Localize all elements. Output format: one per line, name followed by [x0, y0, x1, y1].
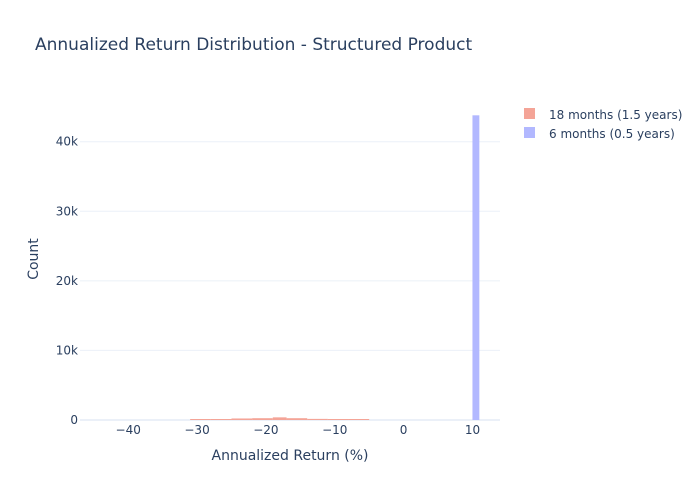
legend-swatch-18-months[interactable]: [524, 108, 535, 119]
bars-layer: [190, 115, 480, 420]
x-tick-label: −40: [116, 423, 141, 437]
y-ticks-layer: 0 10k 20k 30k 40k: [56, 135, 78, 427]
histogram-bar-6-months[interactable]: [472, 115, 480, 420]
y-tick-label: 20k: [56, 274, 78, 288]
x-axis-title: Annualized Return (%): [212, 448, 369, 464]
histogram-bar-18-months[interactable]: [348, 419, 370, 420]
y-tick-label: 40k: [56, 135, 78, 149]
legend-label-6-months[interactable]: 6 months (0.5 years): [549, 127, 675, 141]
legend-label-18-months[interactable]: 18 months (1.5 years): [549, 108, 682, 122]
histogram-bar-18-months[interactable]: [307, 418, 328, 420]
x-tick-label: 10: [465, 423, 480, 437]
histogram-bar-18-months[interactable]: [286, 418, 308, 420]
legend-swatch-6-months[interactable]: [524, 127, 535, 138]
chart-title: Annualized Return Distribution - Structu…: [35, 35, 472, 55]
y-tick-label: 30k: [56, 204, 78, 218]
x-tick-label: 0: [400, 423, 408, 437]
y-tick-label: 0: [70, 413, 78, 427]
x-tick-label: −10: [322, 423, 347, 437]
histogram-bar-18-months[interactable]: [231, 418, 253, 420]
x-ticks-layer: −40 −30 −20 −10 0 10: [116, 423, 481, 437]
histogram-bar-18-months[interactable]: [252, 418, 273, 420]
histogram-bar-18-months[interactable]: [272, 417, 287, 420]
x-tick-label: −20: [253, 423, 278, 437]
y-tick-label: 10k: [56, 343, 78, 357]
grid-layer: [80, 141, 500, 421]
histogram-bar-18-months[interactable]: [327, 419, 349, 420]
histogram-bar-18-months[interactable]: [210, 419, 232, 420]
histogram-bar-18-months[interactable]: [190, 419, 211, 420]
x-tick-label: −30: [184, 423, 209, 437]
y-axis-title: Count: [26, 238, 42, 280]
legend: 18 months (1.5 years) 6 months (0.5 year…: [524, 108, 682, 141]
